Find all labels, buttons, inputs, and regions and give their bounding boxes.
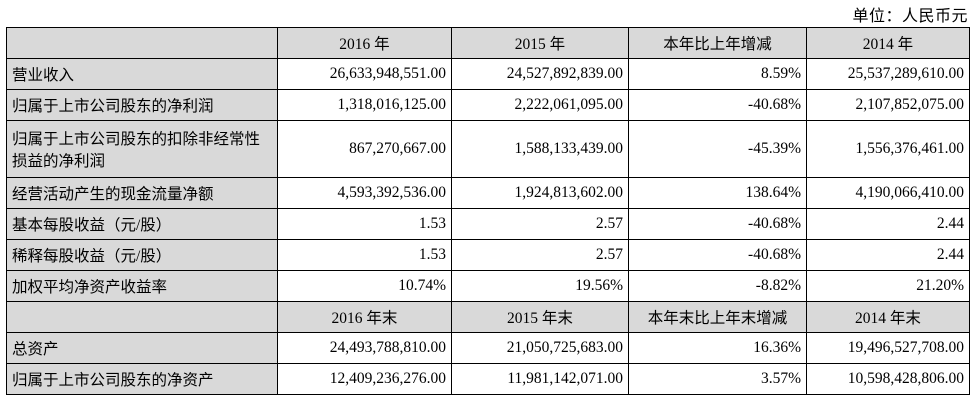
value-cell: 11,981,142,071.00 (451, 363, 629, 395)
value-cell: 10,598,428,806.00 (806, 363, 970, 395)
table-header-cell: 2014 年 (806, 27, 970, 59)
table-row: 基本每股收益（元/股） 1.53 2.57 -40.68% 2.44 (6, 208, 970, 240)
table-row: 总资产 24,493,788,810.00 21,050,725,683.00 16.… (6, 332, 970, 364)
value-cell: 2.57 (451, 208, 629, 240)
table-header-cell: 2014 年末 (806, 301, 970, 333)
value-cell: -8.82% (628, 270, 807, 302)
value-cell: 1.53 (277, 208, 452, 240)
value-cell: 1,556,376,461.00 (806, 120, 970, 178)
row-label-cell: 营业收入 (6, 58, 278, 90)
value-cell: 26,633,948,551.00 (277, 58, 452, 90)
row-label-cell: 归属于上市公司股东的净利润 (6, 89, 278, 121)
value-cell: 21.20% (806, 270, 970, 302)
value-cell: 2.44 (806, 208, 970, 240)
row-label-cell: 归属于上市公司股东的净资产 (6, 363, 278, 395)
value-cell: -40.68% (628, 239, 807, 271)
table-header-row: 2016 年 2015 年本年比上年增减 2014 年 (6, 27, 970, 59)
key-financials-table: 2016 年 2015 年本年比上年增减 2014 年营业收入 26,633,948,… (6, 27, 970, 395)
row-label-cell: 归属于上市公司股东的扣除非经常性损益的净利润 (6, 120, 278, 178)
unit-label: 单位：人民币元 (852, 8, 968, 25)
value-cell: 4,593,392,536.00 (277, 177, 452, 209)
row-label-cell: 加权平均净资产收益率 (6, 270, 278, 302)
value-cell: 138.64% (628, 177, 807, 209)
table-row: 稀释每股收益（元/股） 1.53 2.57 -40.68% 2.44 (6, 239, 970, 271)
value-cell: 1,318,016,125.00 (277, 89, 452, 121)
table-row: 营业收入 26,633,948,551.00 24,527,892,839.00 8.… (6, 58, 970, 90)
value-cell: 1.53 (277, 239, 452, 271)
value-cell: 3.57% (628, 363, 807, 395)
value-cell: 1,924,813,602.00 (451, 177, 629, 209)
header-empty-cell (6, 27, 278, 59)
table-header-cell: 2015 年末 (451, 301, 629, 333)
value-cell: -40.68% (628, 89, 807, 121)
table-row: 归属于上市公司股东的净利润 1,318,016,125.00 2,222,061,0… (6, 89, 970, 121)
value-cell: 19,496,527,708.00 (806, 332, 970, 364)
value-cell: 24,493,788,810.00 (277, 332, 452, 364)
table-row: 归属于上市公司股东的扣除非经常性损益的净利润 867,270,667.00 1,58… (6, 120, 970, 178)
table-header-cell: 2016 年末 (277, 301, 452, 333)
table-header-cell: 2015 年 (451, 27, 629, 59)
value-cell: 21,050,725,683.00 (451, 332, 629, 364)
value-cell: -45.39% (628, 120, 807, 178)
value-cell: 2.57 (451, 239, 629, 271)
value-cell: 4,190,066,410.00 (806, 177, 970, 209)
value-cell: 2,222,061,095.00 (451, 89, 629, 121)
value-cell: 24,527,892,839.00 (451, 58, 629, 90)
value-cell: 2,107,852,075.00 (806, 89, 970, 121)
table-header-cell: 2016 年 (277, 27, 452, 59)
value-cell: 16.36% (628, 332, 807, 364)
value-cell: 867,270,667.00 (277, 120, 452, 178)
row-label-cell: 稀释每股收益（元/股） (6, 239, 278, 271)
value-cell: 10.74% (277, 270, 452, 302)
table-header-cell: 本年比上年增减 (628, 27, 807, 59)
value-cell: 2.44 (806, 239, 970, 271)
table-row: 加权平均净资产收益率 10.74% 19.56% -8.82% 21.20% (6, 270, 970, 302)
header-empty-cell (6, 301, 278, 333)
table-header-row: 2016 年末 2015 年末 本年末比上年末增减 2014 年末 (6, 301, 970, 333)
value-cell: 12,409,236,276.00 (277, 363, 452, 395)
row-label-cell: 总资产 (6, 332, 278, 364)
value-cell: 1,588,133,439.00 (451, 120, 629, 178)
table-header-cell: 本年末比上年末增减 (628, 301, 807, 333)
table-row: 经营活动产生的现金流量净额 4,593,392,536.00 1,924,813,6… (6, 177, 970, 209)
value-cell: -40.68% (628, 208, 807, 240)
row-label-cell: 经营活动产生的现金流量净额 (6, 177, 278, 209)
row-label-cell: 基本每股收益（元/股） (6, 208, 278, 240)
table-row: 归属于上市公司股东的净资产 12,409,236,276.00 11,981,142… (6, 363, 970, 395)
value-cell: 25,537,289,610.00 (806, 58, 970, 90)
value-cell: 19.56% (451, 270, 629, 302)
value-cell: 8.59% (628, 58, 807, 90)
